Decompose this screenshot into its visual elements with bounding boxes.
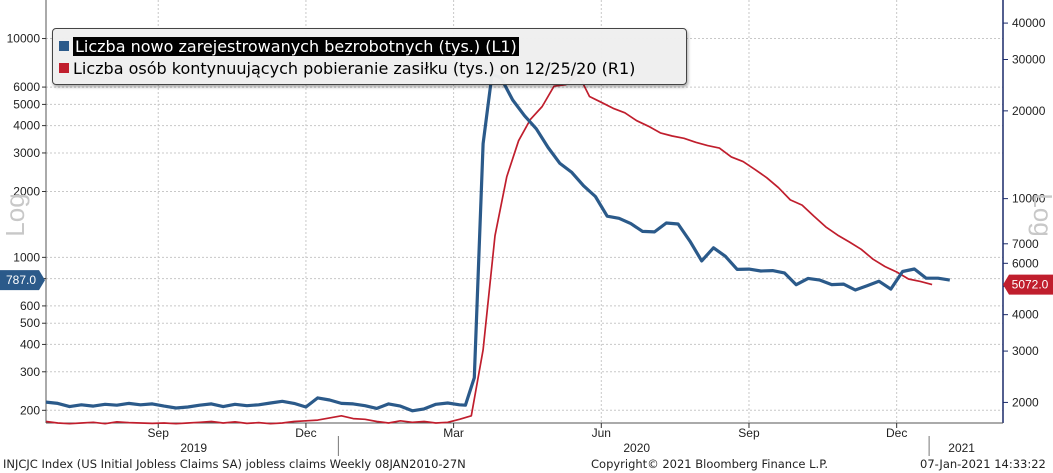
right-axis-side-label: Log <box>1028 193 1053 236</box>
x-tick-label: Mar <box>443 426 464 440</box>
left-tick-label: 4000 <box>13 119 40 133</box>
axes <box>42 0 1008 456</box>
last-value-l1: 787.0 <box>6 273 36 287</box>
right-tick-label: 3000 <box>1012 344 1039 358</box>
right-tick-label: 2000 <box>1012 395 1039 409</box>
left-tick-label: 300 <box>20 365 40 379</box>
x-tick-label: Dec <box>886 426 907 440</box>
left-tick-label: 2000 <box>13 184 40 198</box>
left-tick-label: 200 <box>20 403 40 417</box>
year-label: 2019 <box>180 441 207 455</box>
left-tick-label: 10000 <box>7 32 41 46</box>
x-tick-label: Dec <box>295 426 316 440</box>
left-tick-label: 6000 <box>13 80 40 94</box>
left-tick-label: 1000 <box>13 250 40 264</box>
axis-labels: 2003004005006008001000200030004000500060… <box>0 16 1053 455</box>
left-tick-label: 600 <box>20 299 40 313</box>
x-tick-label: Jun <box>592 426 611 440</box>
right-tick-label: 4000 <box>1012 308 1039 322</box>
legend-item-r1[interactable]: Liczba osób kontynuujących pobieranie za… <box>59 57 635 79</box>
right-tick-label: 30000 <box>1012 53 1046 67</box>
footer-copyright: Copyright© 2021 Bloomberg Finance L.P. <box>591 457 828 471</box>
legend-item-l1[interactable]: Liczba nowo zarejestrowanych bezrobotnyc… <box>59 35 519 57</box>
grid-lines <box>46 0 1003 423</box>
year-label: 2020 <box>623 441 650 455</box>
legend: Liczba nowo zarejestrowanych bezrobotnyc… <box>52 28 687 85</box>
legend-swatch-l1 <box>59 41 69 51</box>
left-tick-label: 500 <box>20 316 40 330</box>
right-tick-label: 10000 <box>1012 192 1046 206</box>
footer-timestamp: 07-Jan-2021 14:33:22 <box>920 457 1046 471</box>
last-value-tag-r1 <box>1003 274 1053 295</box>
last-value-tag-l1 <box>0 270 45 291</box>
series-line-r1 <box>45 72 933 425</box>
footer-ticker: INJCJC Index (US Initial Jobless Claims … <box>3 457 466 471</box>
x-tick-label: Sep <box>148 426 170 440</box>
right-tick-label: 20000 <box>1012 104 1046 118</box>
legend-label-l1: Liczba nowo zarejestrowanych bezrobotnyc… <box>73 36 519 56</box>
legend-swatch-r1 <box>59 63 69 73</box>
right-tick-label: 6000 <box>1012 256 1039 270</box>
last-value-r1: 5072.0 <box>1012 278 1049 292</box>
left-tick-label: 5000 <box>13 97 40 111</box>
left-axis-side-label: Log <box>0 193 30 236</box>
year-label: 2021 <box>948 441 975 455</box>
left-tick-label: 3000 <box>13 146 40 160</box>
right-tick-label: 40000 <box>1012 16 1046 30</box>
right-tick-label: 7000 <box>1012 237 1039 251</box>
legend-label-r1: Liczba osób kontynuujących pobieranie za… <box>73 58 636 78</box>
left-tick-label: 400 <box>20 337 40 351</box>
x-tick-label: Sep <box>738 426 760 440</box>
